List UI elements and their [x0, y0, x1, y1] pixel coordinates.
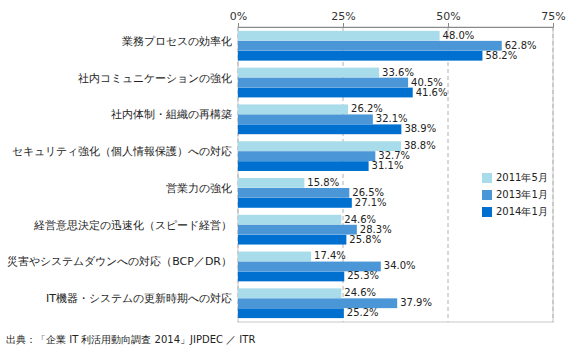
bar — [238, 252, 311, 262]
legend-swatch — [482, 207, 492, 217]
data-label: 25.3% — [347, 270, 379, 281]
category-label: 災害やシステムダウンへの対応（BCP／DR） — [7, 255, 232, 268]
source-note: 出典：「企業 IT 利活用動向調査 2014」JIPDEC ／ ITR — [6, 334, 255, 345]
data-label: 37.9% — [400, 297, 432, 308]
bar — [238, 104, 348, 114]
chart: 0% 25% 50% 75% 業務プロセスの効率化社内コミュニケーションの強化社内体制・… — [0, 0, 577, 353]
legend-label: 2011年5月 — [496, 172, 548, 183]
category-label: 社内体制・組織の再構築 — [111, 108, 232, 121]
data-label: 58.2% — [485, 50, 517, 61]
data-label: 32.1% — [376, 113, 408, 124]
data-label: 33.6% — [382, 67, 414, 78]
category-label: 社内コミュニケーションの強化 — [78, 72, 232, 85]
bars — [238, 31, 502, 318]
legend-item: 2013年1月 — [482, 189, 548, 200]
tick-label: 75% — [541, 10, 565, 23]
category-label: セキュリティ強化（個人情報保護）への対応 — [12, 145, 232, 158]
category-label: 経営意思決定の迅速化（スピード経営） — [33, 219, 232, 232]
category-labels: 業務プロセスの効率化社内コミュニケーションの強化社内体制・組織の再構築セキュリテ… — [7, 35, 232, 305]
bar — [238, 178, 304, 188]
tick-label: 0% — [230, 10, 247, 23]
tick: 0% — [230, 10, 247, 27]
data-label: 38.9% — [404, 123, 436, 134]
legend-background — [478, 168, 550, 225]
legend-item: 2011年5月 — [482, 172, 548, 183]
bar — [238, 151, 375, 161]
data-label: 17.4% — [314, 250, 346, 261]
bar — [238, 215, 341, 225]
tick-label: 50% — [436, 10, 460, 23]
bar — [238, 161, 369, 171]
bar — [238, 225, 357, 235]
bar — [238, 114, 373, 124]
bar — [238, 272, 344, 282]
bar — [238, 31, 440, 41]
tick: 50% — [436, 10, 460, 27]
tick-label: 25% — [331, 10, 355, 23]
data-label: 24.6% — [344, 287, 376, 298]
axis-line — [239, 23, 554, 28]
bar — [238, 141, 401, 151]
bar — [238, 51, 482, 61]
legend-label: 2014年1月 — [496, 206, 548, 217]
tick-mark — [343, 23, 344, 27]
legend-item: 2014年1月 — [482, 206, 548, 217]
bar — [238, 41, 502, 51]
legend-label: 2013年1月 — [496, 189, 548, 200]
data-label: 34.0% — [384, 260, 416, 271]
legend-swatch — [482, 190, 492, 200]
plot-frame — [238, 27, 553, 322]
bar — [238, 88, 413, 98]
data-label: 41.6% — [416, 87, 448, 98]
data-label: 25.8% — [349, 234, 381, 245]
data-label: 27.1% — [355, 197, 387, 208]
data-label: 48.0% — [443, 30, 475, 41]
tick: 75% — [541, 10, 565, 27]
grid — [238, 27, 553, 322]
bar — [238, 235, 346, 245]
bar — [238, 78, 408, 88]
tick-mark — [448, 23, 449, 27]
category-label: 業務プロセスの効率化 — [122, 35, 232, 48]
tick-mark — [553, 23, 554, 27]
category-label: IT機器・システムの更新時期への対応 — [46, 292, 232, 305]
bar — [238, 288, 341, 298]
x-axis: 0% 25% 50% 75% — [230, 10, 566, 28]
data-label: 31.1% — [372, 160, 404, 171]
bar — [238, 68, 379, 78]
legend: 2011年5月 2013年1月 2014年1月 — [478, 168, 550, 225]
tick: 25% — [331, 10, 355, 27]
grid-line — [553, 27, 554, 322]
tick-mark — [238, 23, 239, 27]
legend-swatch — [482, 173, 492, 183]
bar — [238, 198, 352, 208]
bar — [238, 308, 344, 318]
category-label: 営業力の強化 — [166, 182, 232, 195]
bar — [238, 188, 349, 198]
data-label: 25.2% — [347, 307, 379, 318]
bar — [238, 124, 401, 134]
data-label: 15.8% — [307, 177, 339, 188]
grid-line — [448, 27, 449, 322]
